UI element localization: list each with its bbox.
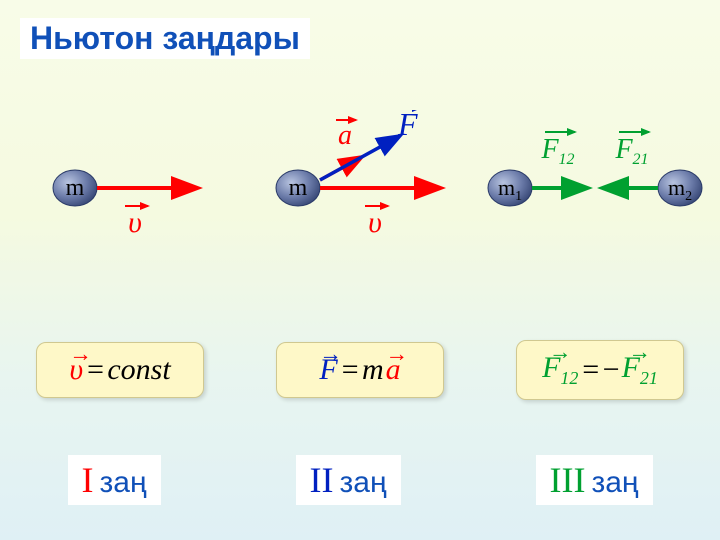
force-label: F bbox=[397, 110, 418, 142]
f12-sub: 12 bbox=[559, 151, 575, 168]
label-law2: II заң bbox=[296, 455, 401, 505]
force-arrow bbox=[320, 137, 398, 180]
mass2-sub: 2 bbox=[685, 189, 692, 204]
mass2-label: m bbox=[668, 175, 685, 200]
velocity-label: υ bbox=[128, 206, 142, 239]
formula-law2: F = m a bbox=[276, 342, 444, 398]
f12-label: F bbox=[540, 134, 559, 165]
label-law1: I заң bbox=[68, 455, 161, 505]
formula1-v: υ bbox=[69, 353, 83, 387]
f21-sub: 21 bbox=[633, 151, 649, 168]
mass1-label: m bbox=[498, 175, 515, 200]
formula1-const: const bbox=[107, 353, 170, 387]
svg-text:F21: F21 bbox=[614, 134, 648, 168]
law-word-3: заң bbox=[591, 466, 638, 500]
formula2-F: F bbox=[319, 353, 337, 387]
labels-row: I заң II заң III заң bbox=[0, 455, 720, 505]
formula3-neg: − bbox=[603, 353, 620, 387]
law-word-2: заң bbox=[340, 466, 387, 500]
roman-1: I bbox=[82, 459, 94, 501]
mass-label: m bbox=[66, 175, 85, 201]
acceleration-label: a bbox=[338, 120, 352, 151]
formula-law3: F12 = − F21 bbox=[516, 340, 684, 400]
roman-3: III bbox=[550, 459, 586, 501]
formula2-a: a bbox=[386, 353, 401, 387]
mass-label: m bbox=[289, 175, 308, 201]
formula3-F12: F12 bbox=[542, 351, 578, 389]
law1-diagram: m υ bbox=[53, 170, 195, 239]
formula3-F21: F21 bbox=[622, 351, 658, 389]
velocity-label: υ bbox=[368, 206, 382, 239]
formulas-row: υ = const F = m a F12 = − F21 bbox=[0, 320, 720, 420]
svg-text:F12: F12 bbox=[540, 134, 574, 168]
law3-diagram: m1 m2 F12 F21 bbox=[488, 132, 702, 206]
formula2-m: m bbox=[362, 353, 384, 387]
label-law3: III заң bbox=[536, 455, 653, 505]
roman-2: II bbox=[310, 459, 334, 501]
f21-label: F bbox=[614, 134, 633, 165]
formula-law1: υ = const bbox=[36, 342, 204, 398]
diagrams-svg: m υ m υ a F m1 m2 bbox=[0, 110, 720, 270]
formula2-eq: = bbox=[340, 353, 360, 387]
mass1-sub: 1 bbox=[515, 189, 522, 204]
law2-diagram: m υ a F bbox=[276, 110, 438, 239]
formula3-eq: = bbox=[580, 353, 600, 387]
page-title: Ньютон заңдары bbox=[20, 18, 310, 59]
law-word-1: заң bbox=[100, 466, 147, 500]
